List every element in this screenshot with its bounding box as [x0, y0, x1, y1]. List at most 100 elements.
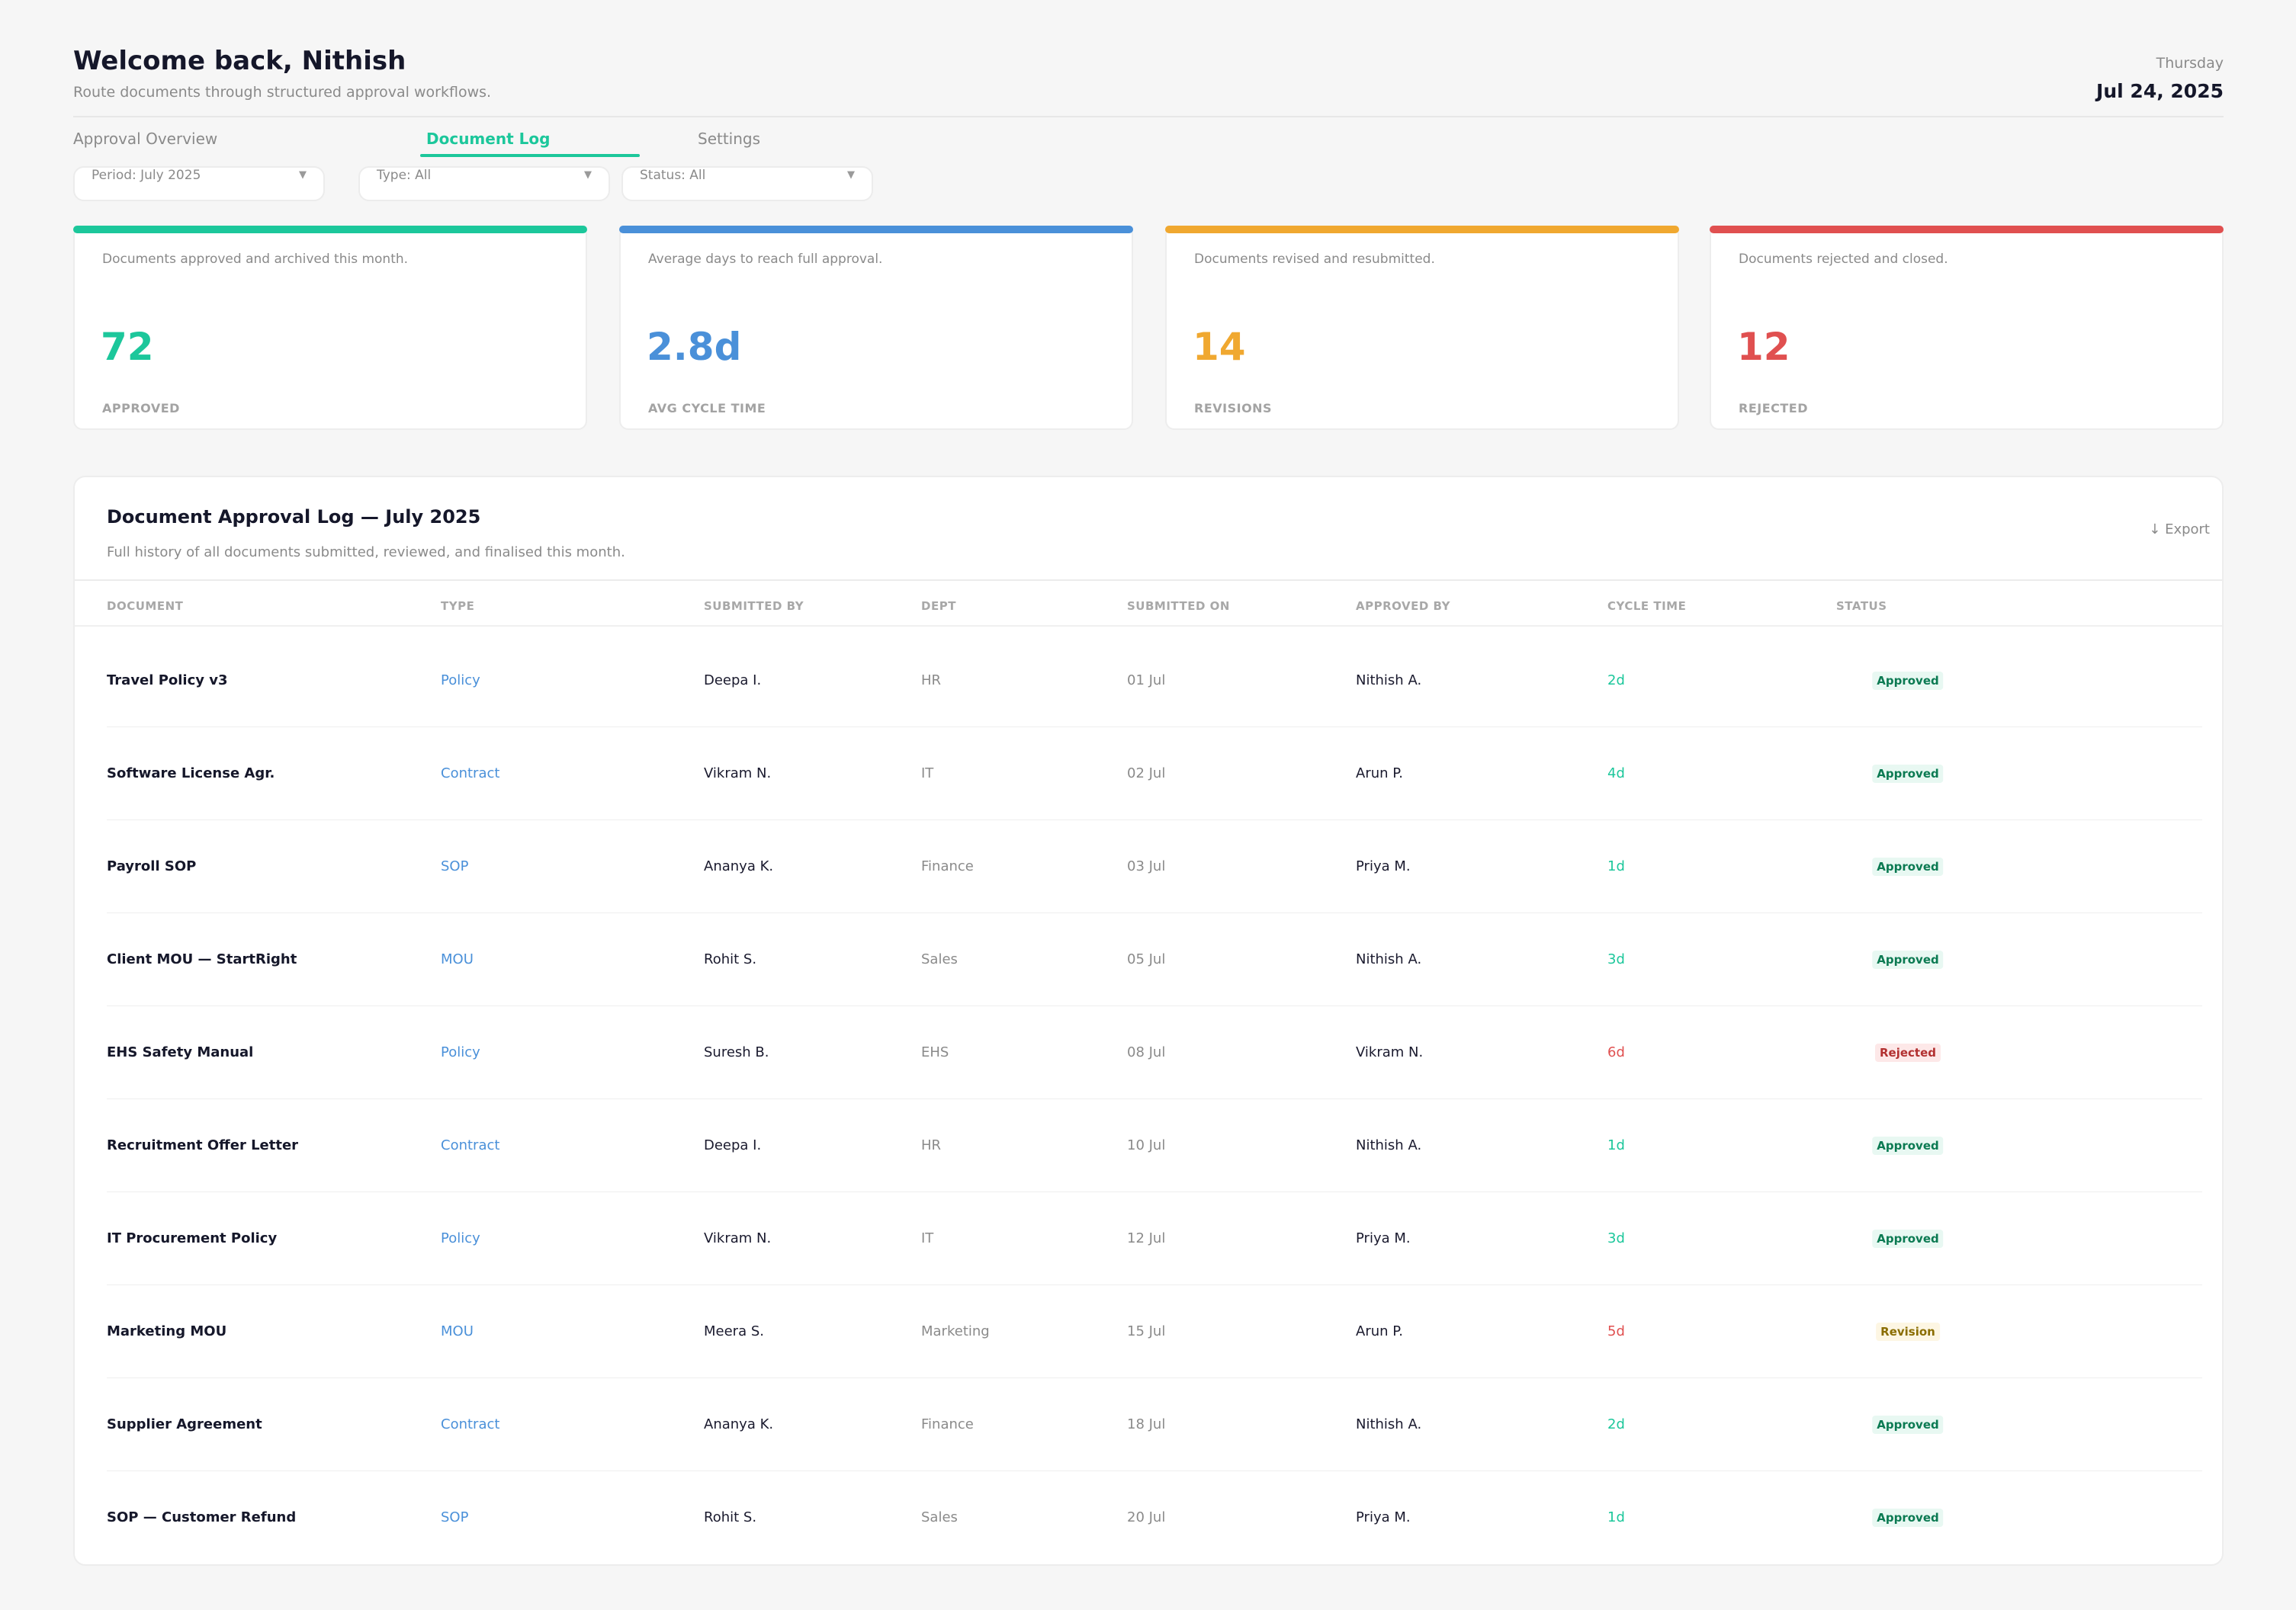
document-name-cell[interactable]: Travel Policy v3	[107, 672, 228, 688]
kpi-card-rejected: Documents rejected and closed. 12 REJECT…	[1710, 226, 2224, 430]
table-row[interactable]: SOP — Customer Refund SOP Rohit S. Sales 20 …	[107, 1471, 2202, 1564]
chevron-down-icon: ▼	[847, 169, 855, 181]
submitted-on-cell: 20 Jul	[1127, 1509, 1166, 1525]
column-header-type[interactable]: TYPE	[441, 599, 475, 613]
submitted-on-cell: 03 Jul	[1127, 858, 1166, 874]
active-tab-indicator	[420, 154, 640, 157]
approved-by-cell: Priya M.	[1356, 1509, 1411, 1525]
submitted-by-cell: Deepa I.	[704, 1137, 762, 1153]
column-header-approved-by[interactable]: APPROVED BY	[1356, 599, 1450, 613]
cycle-time-cell: 1d	[1607, 1509, 1625, 1525]
document-name-cell[interactable]: Recruitment Offer Letter	[107, 1137, 299, 1153]
tab-approval-overview[interactable]: Approval Overview	[73, 130, 218, 148]
log-subtitle: Full history of all documents submitted,…	[107, 544, 625, 560]
document-type-cell: Contract	[441, 1137, 500, 1153]
submitted-on-cell: 12 Jul	[1127, 1230, 1166, 1246]
table-row[interactable]: Software License Agr. Contract Vikram N. IT…	[107, 727, 2202, 820]
row-divider	[107, 1377, 2202, 1378]
tab-document-log[interactable]: Document Log	[426, 130, 551, 148]
cycle-time-cell: 6d	[1607, 1044, 1625, 1060]
submitted-on-cell: 08 Jul	[1127, 1044, 1166, 1060]
status-badge: Approved	[1872, 1137, 1944, 1155]
column-header-document[interactable]: DOCUMENT	[107, 599, 184, 613]
approved-by-cell: Nithish A.	[1356, 1137, 1422, 1153]
kpi-value: 72	[101, 325, 154, 369]
status-badge: Approved	[1872, 1509, 1944, 1527]
chevron-down-icon: ▼	[299, 169, 307, 181]
status-badge: Approved	[1872, 1230, 1944, 1248]
cycle-time-cell: 1d	[1607, 858, 1625, 874]
submitted-on-cell: 02 Jul	[1127, 765, 1166, 781]
dept-cell: Sales	[921, 1509, 958, 1525]
approved-by-cell: Vikram N.	[1356, 1044, 1424, 1060]
approved-by-cell: Nithish A.	[1356, 672, 1422, 688]
document-type-cell: Policy	[441, 1044, 480, 1060]
column-header-cycle-time[interactable]: CYCLE TIME	[1607, 599, 1687, 613]
current-date: Jul 24, 2025	[2096, 80, 2224, 102]
weekday-label: Thursday	[2156, 55, 2224, 72]
status-filter-label: Status: All	[640, 168, 706, 183]
status-badge: Approved	[1872, 858, 1944, 876]
row-divider	[107, 1284, 2202, 1285]
table-row[interactable]: Supplier Agreement Contract Ananya K. Finan…	[107, 1378, 2202, 1471]
dept-cell: IT	[921, 765, 934, 781]
row-divider	[107, 1005, 2202, 1006]
submitted-by-cell: Deepa I.	[704, 672, 762, 688]
table-row[interactable]: Marketing MOU MOU Meera S. Marketing 15 Jul A…	[107, 1285, 2202, 1378]
document-type-cell: MOU	[441, 951, 474, 967]
document-type-cell: SOP	[441, 858, 469, 874]
dept-cell: Marketing	[921, 1323, 990, 1339]
kpi-value: 14	[1193, 325, 1246, 369]
cycle-time-cell: 2d	[1607, 1416, 1625, 1432]
dept-cell: HR	[921, 1137, 942, 1153]
document-name-cell[interactable]: Client MOU — StartRight	[107, 951, 297, 967]
document-type-cell: Policy	[441, 672, 480, 688]
kpi-accent-bar	[619, 226, 1133, 233]
dept-cell: Sales	[921, 951, 958, 967]
document-name-cell[interactable]: SOP — Customer Refund	[107, 1509, 297, 1525]
page-subtitle: Route documents through structured appro…	[73, 84, 492, 101]
column-header-status[interactable]: STATUS	[1836, 599, 1887, 613]
kpi-accent-bar	[73, 226, 587, 233]
type-filter-select[interactable]: Type: All ▼	[358, 166, 610, 201]
header-divider	[73, 116, 2224, 117]
status-filter-select[interactable]: Status: All ▼	[621, 166, 873, 201]
kpi-accent-bar	[1710, 226, 2224, 233]
submitted-on-cell: 05 Jul	[1127, 951, 1166, 967]
table-row[interactable]: Client MOU — StartRight MOU Rohit S. Sales 0…	[107, 913, 2202, 1006]
dept-cell: Finance	[921, 1416, 974, 1432]
document-name-cell[interactable]: Marketing MOU	[107, 1323, 227, 1339]
document-name-cell[interactable]: IT Procurement Policy	[107, 1230, 278, 1246]
row-divider	[107, 819, 2202, 820]
document-name-cell[interactable]: Software License Agr.	[107, 765, 275, 781]
row-divider	[107, 1191, 2202, 1192]
submitted-by-cell: Meera S.	[704, 1323, 764, 1339]
log-title: Document Approval Log — July 2025	[107, 506, 481, 528]
document-name-cell[interactable]: Supplier Agreement	[107, 1416, 262, 1432]
page-title: Welcome back, Nithish	[73, 46, 406, 76]
approved-by-cell: Arun P.	[1356, 1323, 1404, 1339]
table-row[interactable]: Travel Policy v3 Policy Deepa I. HR 01 Jul Ni…	[107, 634, 2202, 727]
column-header-dept[interactable]: DEPT	[921, 599, 956, 613]
column-header-submitted-by[interactable]: SUBMITTED BY	[704, 599, 804, 613]
dept-cell: Finance	[921, 858, 974, 874]
document-name-cell[interactable]: EHS Safety Manual	[107, 1044, 254, 1060]
table-row[interactable]: Recruitment Offer Letter Contract Deepa I.…	[107, 1099, 2202, 1192]
table-row[interactable]: Payroll SOP SOP Ananya K. Finance 03 Jul Priy…	[107, 820, 2202, 913]
submitted-on-cell: 18 Jul	[1127, 1416, 1166, 1432]
kpi-value: 2.8d	[647, 325, 742, 369]
kpi-description: Average days to reach full approval.	[648, 252, 883, 267]
chevron-down-icon: ▼	[584, 169, 592, 181]
status-badge: Approved	[1872, 951, 1944, 969]
table-row[interactable]: EHS Safety Manual Policy Suresh B. EHS 08 Ju…	[107, 1006, 2202, 1099]
table-row[interactable]: IT Procurement Policy Policy Vikram N. IT 12…	[107, 1192, 2202, 1285]
dept-cell: EHS	[921, 1044, 949, 1060]
column-header-submitted-on[interactable]: SUBMITTED ON	[1127, 599, 1230, 613]
document-name-cell[interactable]: Payroll SOP	[107, 858, 197, 874]
export-button[interactable]: ↓ Export	[2149, 521, 2210, 537]
period-filter-select[interactable]: Period: July 2025 ▼	[73, 166, 325, 201]
tab-settings[interactable]: Settings	[698, 130, 761, 148]
row-divider	[107, 1098, 2202, 1099]
cycle-time-cell: 3d	[1607, 951, 1625, 967]
cycle-time-cell: 5d	[1607, 1323, 1625, 1339]
